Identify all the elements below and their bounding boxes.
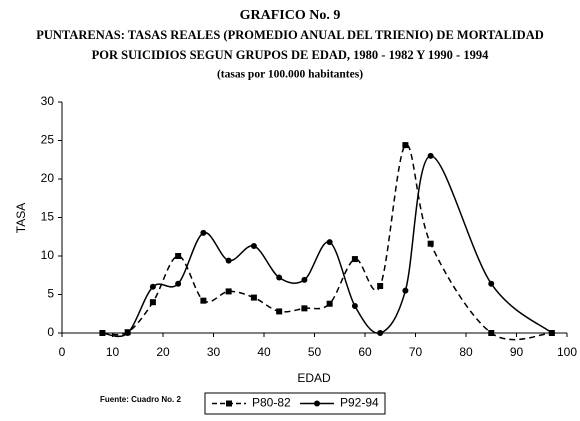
legend-box	[204, 392, 386, 415]
marker	[402, 287, 409, 294]
y-tick-label: 20	[41, 171, 55, 185]
y-tick-label: 5	[47, 287, 54, 301]
y-tick-label: 0	[47, 325, 54, 339]
y-tick-label: 30	[41, 94, 55, 108]
marker	[200, 297, 207, 304]
marker	[276, 308, 283, 315]
y-tick-label: 10	[41, 248, 55, 262]
marker	[225, 257, 232, 264]
marker	[377, 283, 384, 290]
source: Fuente: Cuadro No. 2	[100, 395, 181, 404]
y-axis-label: TASA	[14, 203, 28, 233]
x-axis-label: EDAD	[297, 371, 331, 385]
x-tick-label: 80	[459, 345, 473, 359]
marker	[99, 330, 106, 336]
marker	[124, 330, 131, 336]
marker	[351, 303, 358, 310]
marker	[175, 280, 182, 287]
legend-label: P92-94	[340, 396, 379, 410]
marker	[326, 239, 333, 246]
marker	[548, 330, 555, 336]
chart-note: (tasas por 100.000 habitantes)	[217, 69, 363, 81]
marker	[377, 330, 384, 336]
x-tick-label: 30	[207, 345, 221, 359]
x-tick-label: 60	[358, 345, 372, 359]
y-tick-label: 25	[41, 133, 55, 147]
marker	[276, 274, 283, 281]
series-line	[102, 155, 553, 338]
marker	[488, 280, 495, 287]
marker	[427, 152, 434, 159]
x-tick-label: 90	[510, 345, 524, 359]
marker	[427, 240, 434, 247]
x-tick-label: 100	[557, 345, 577, 359]
marker	[250, 294, 257, 301]
chart-subtitle: POR SUICIDIOS SEGUN GRUPOS DE EDAD, 1980…	[92, 48, 489, 62]
marker	[301, 276, 308, 283]
marker	[149, 283, 156, 290]
marker	[402, 142, 409, 149]
x-tick-label: 70	[409, 345, 423, 359]
x-tick-label: 20	[156, 345, 170, 359]
marker	[175, 253, 182, 259]
legend-label: P80-82	[252, 396, 291, 410]
legend-marker	[314, 400, 320, 407]
x-tick-label: 10	[106, 345, 120, 359]
legend-marker	[226, 400, 232, 407]
marker	[149, 299, 156, 306]
marker	[488, 330, 495, 336]
marker	[351, 256, 358, 263]
marker	[301, 305, 308, 312]
x-tick-label: 50	[308, 345, 322, 359]
marker	[250, 242, 257, 249]
chart-subtitle: PUNTARENAS: TASAS REALES (PROMEDIO ANUAL…	[36, 28, 544, 42]
x-tick-label: 40	[257, 345, 271, 359]
marker	[326, 300, 333, 307]
x-tick-label: 0	[59, 345, 66, 359]
marker	[200, 229, 207, 236]
y-tick-label: 15	[41, 210, 55, 224]
marker	[225, 288, 232, 295]
chart-title: GRAFICO No. 9	[240, 8, 341, 23]
